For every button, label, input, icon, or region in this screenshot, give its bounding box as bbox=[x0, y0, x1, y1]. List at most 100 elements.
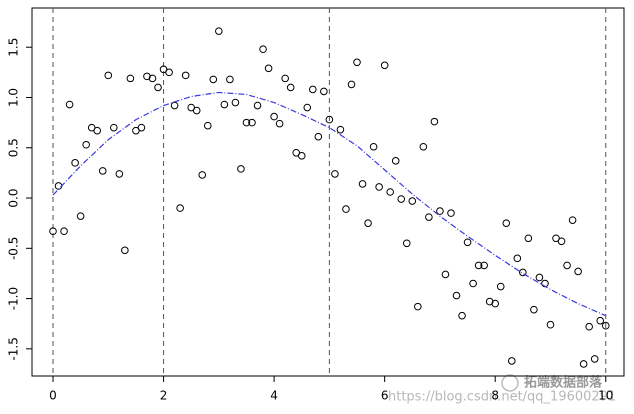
y-tick-label: -0.5 bbox=[7, 237, 21, 260]
point bbox=[60, 227, 68, 236]
point bbox=[474, 261, 483, 270]
point bbox=[419, 142, 428, 151]
point bbox=[414, 302, 422, 311]
point bbox=[320, 87, 328, 96]
y-tick-label: -1.5 bbox=[7, 337, 21, 360]
point bbox=[507, 357, 516, 365]
watermark-icon bbox=[501, 374, 519, 392]
point bbox=[181, 71, 190, 80]
point bbox=[524, 234, 533, 243]
y-tick-label: 1.0 bbox=[7, 88, 21, 107]
point bbox=[386, 188, 394, 196]
point bbox=[496, 282, 505, 291]
y-tick-label: 1.5 bbox=[7, 38, 21, 57]
point bbox=[568, 216, 577, 224]
point bbox=[308, 85, 317, 94]
point bbox=[519, 268, 527, 277]
point bbox=[579, 360, 588, 368]
point bbox=[259, 45, 267, 54]
point bbox=[452, 291, 461, 300]
point bbox=[480, 261, 488, 270]
point bbox=[275, 119, 284, 128]
point bbox=[98, 167, 107, 175]
watermark-brand: 拓端数据部落 bbox=[524, 375, 603, 391]
point bbox=[574, 267, 582, 276]
fit-line bbox=[52, 91, 606, 317]
point bbox=[286, 83, 295, 92]
point bbox=[281, 74, 289, 83]
x-tick-label: 2 bbox=[160, 389, 168, 403]
y-tick-label: 0.0 bbox=[7, 188, 21, 207]
point bbox=[342, 205, 350, 213]
point bbox=[215, 27, 223, 35]
x-tick-label: 0 bbox=[49, 389, 57, 403]
point bbox=[110, 123, 118, 132]
point bbox=[380, 61, 389, 70]
point bbox=[303, 103, 312, 112]
point bbox=[491, 299, 500, 308]
point bbox=[436, 207, 444, 215]
watermark-url: https://blog.csdn.net/qq_19600291 bbox=[388, 390, 616, 405]
point bbox=[237, 165, 245, 173]
point bbox=[336, 125, 345, 134]
x-tick-label: 8 bbox=[491, 389, 499, 403]
point bbox=[253, 101, 262, 110]
point bbox=[331, 170, 339, 178]
x-tick-label: 4 bbox=[270, 389, 278, 403]
point bbox=[198, 171, 207, 179]
point bbox=[264, 64, 273, 73]
point bbox=[585, 322, 593, 331]
point bbox=[430, 117, 439, 126]
point bbox=[441, 270, 450, 279]
point bbox=[192, 106, 201, 115]
point bbox=[49, 227, 57, 236]
point bbox=[397, 195, 406, 203]
point bbox=[93, 126, 102, 135]
point bbox=[104, 71, 113, 80]
point bbox=[325, 115, 334, 124]
point bbox=[369, 142, 378, 151]
point bbox=[358, 180, 367, 188]
point bbox=[126, 74, 135, 83]
point bbox=[463, 238, 472, 247]
x-tick-label: 10 bbox=[598, 389, 613, 403]
point bbox=[364, 219, 372, 227]
point bbox=[513, 254, 522, 263]
point bbox=[82, 140, 90, 149]
point bbox=[347, 80, 356, 89]
point bbox=[76, 212, 85, 220]
point bbox=[425, 213, 433, 221]
point bbox=[137, 123, 146, 132]
y-tick-label: -1.0 bbox=[7, 287, 21, 310]
point bbox=[121, 246, 129, 255]
point bbox=[596, 316, 605, 325]
point bbox=[502, 219, 511, 227]
point bbox=[231, 98, 240, 107]
point bbox=[375, 183, 383, 191]
point bbox=[469, 279, 477, 288]
point bbox=[590, 355, 599, 363]
point bbox=[546, 320, 555, 329]
point bbox=[220, 100, 229, 109]
point bbox=[148, 74, 157, 83]
y-tick-label: 0.5 bbox=[7, 138, 21, 157]
point bbox=[557, 237, 566, 246]
point bbox=[601, 321, 610, 330]
point bbox=[65, 100, 74, 109]
point bbox=[535, 273, 544, 282]
point bbox=[314, 132, 323, 141]
point bbox=[391, 157, 400, 165]
point bbox=[447, 209, 455, 217]
x-tick-label: 6 bbox=[381, 389, 389, 403]
point bbox=[154, 83, 162, 92]
point bbox=[408, 197, 417, 205]
point bbox=[176, 204, 184, 212]
plot-frame bbox=[31, 7, 625, 377]
point bbox=[458, 311, 466, 320]
point bbox=[248, 118, 256, 127]
point bbox=[242, 118, 251, 127]
point bbox=[270, 112, 278, 121]
point bbox=[563, 261, 571, 270]
point bbox=[530, 305, 538, 314]
